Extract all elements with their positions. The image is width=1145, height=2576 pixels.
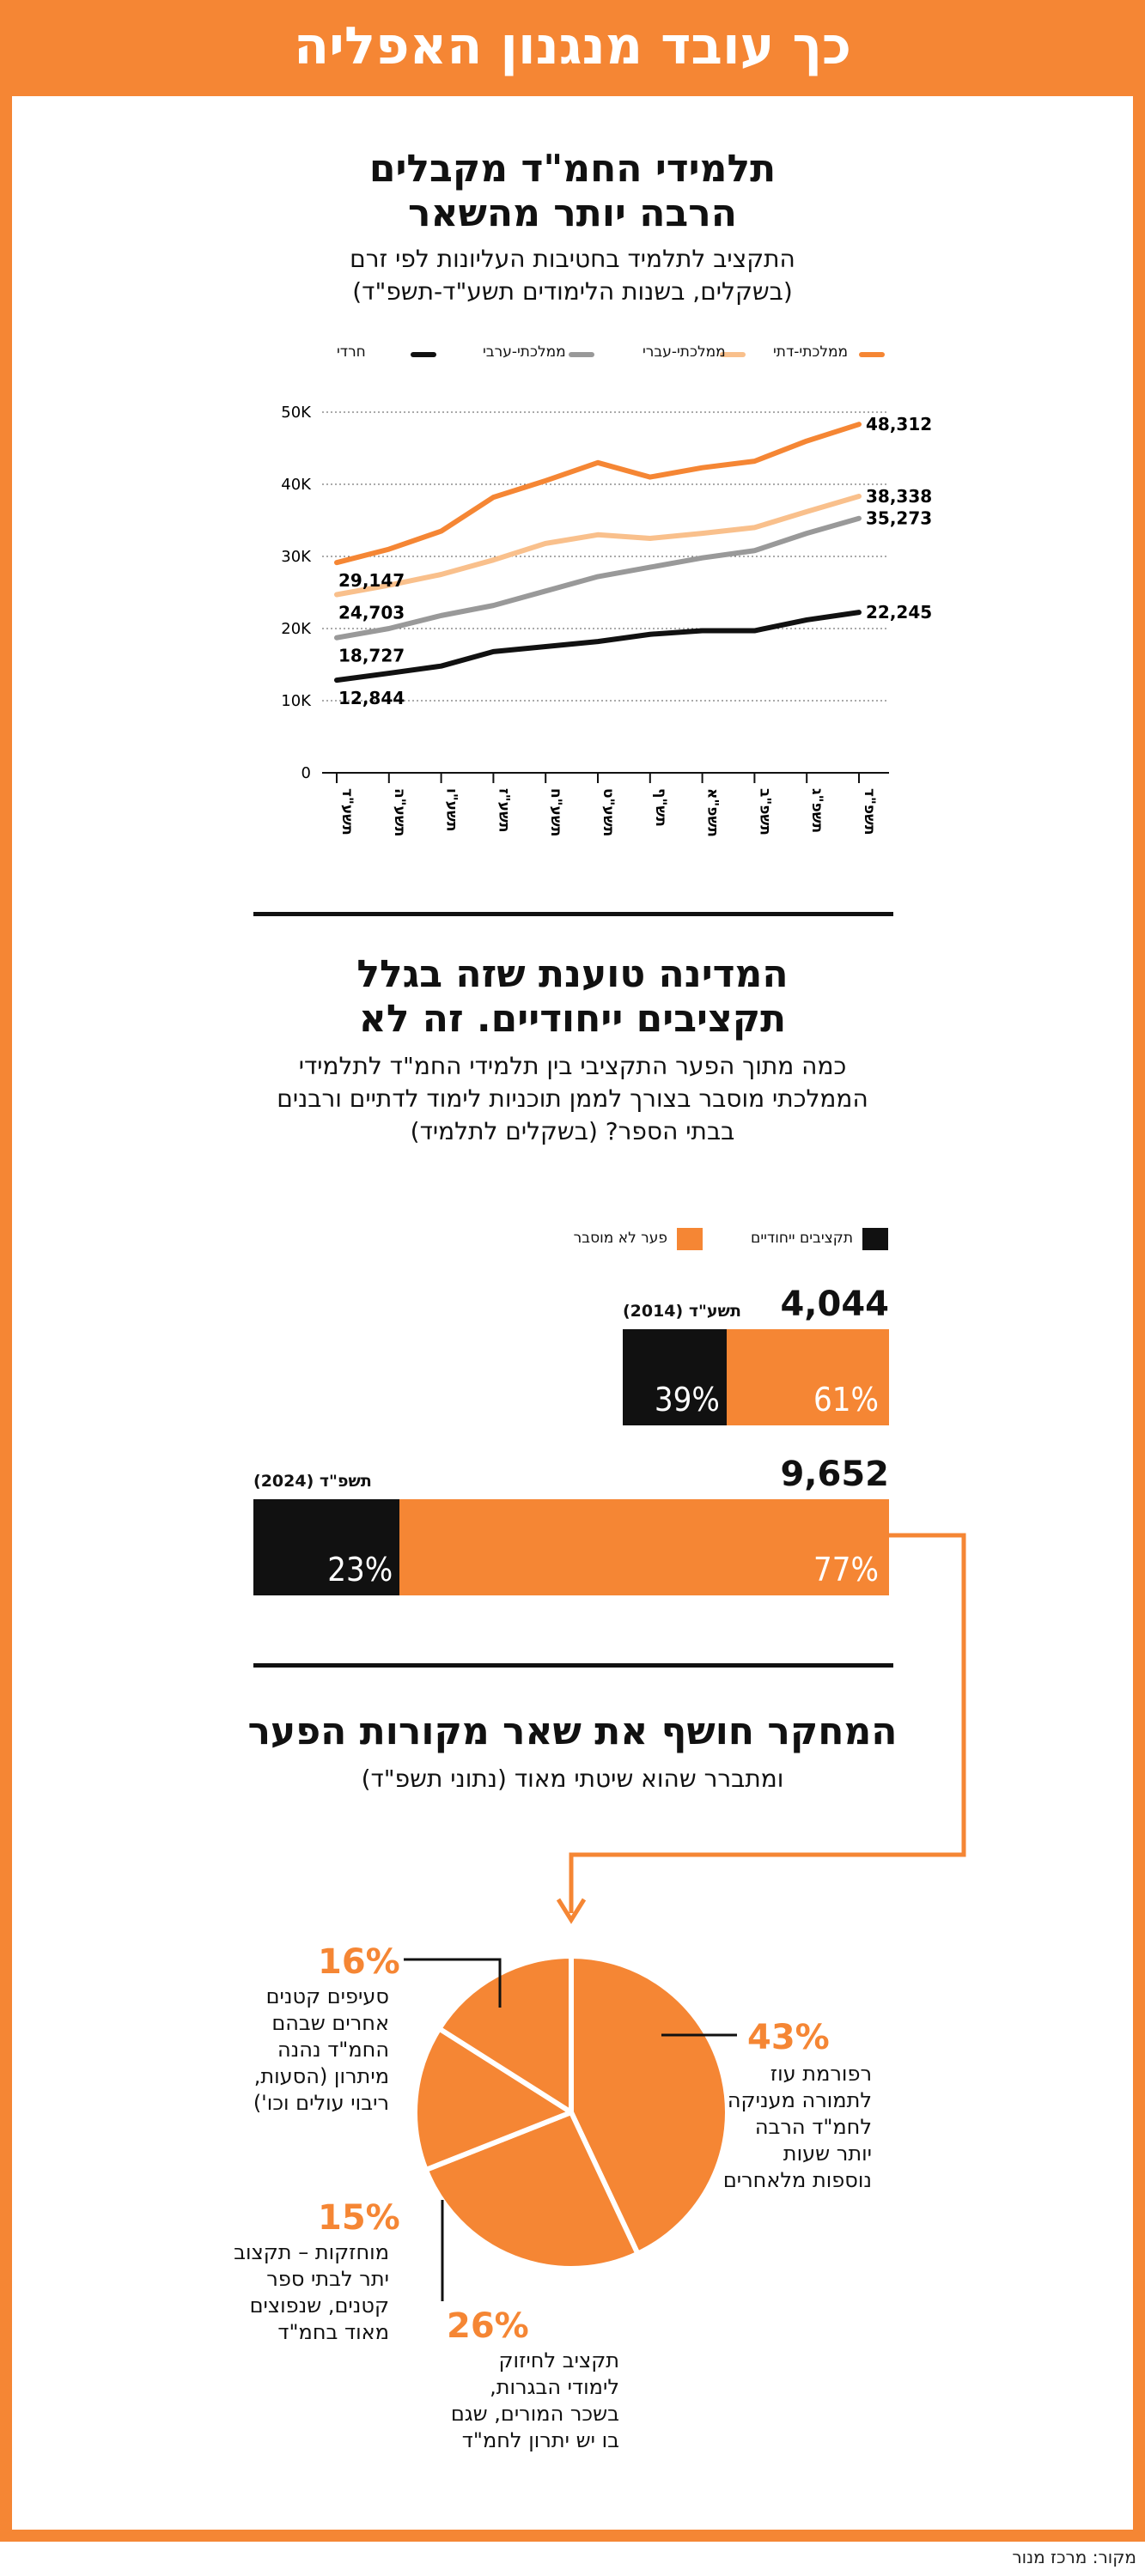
y-tick-label: 50K [281, 404, 312, 422]
bar-segment-special: 23% [253, 1499, 400, 1595]
bar-year-label: תשע"ד (2014) [622, 1302, 741, 1321]
series-end-label: 38,338 [866, 486, 932, 507]
pie-title: המחקר חושף את שאר מקורות הפער [247, 1710, 898, 1753]
bar-total-label: 4,044 [780, 1285, 889, 1324]
line-chart-title-1: תלמידי החמ"ד מקבלים [368, 147, 777, 191]
series-line [334, 610, 862, 683]
line-chart-subtitle-2: (בשקלים, בשנות הלימודים תשע"ד-תשפ"ד) [352, 277, 793, 306]
x-tick-label: תשפ"ג [808, 788, 825, 833]
legend-swatch-special [862, 1228, 888, 1250]
bar-segment-unexplained: 61% [726, 1329, 889, 1425]
slice-text-43: רפורמת עוז לתמורה מעניקה לחמ"ד הרבה יותר… [722, 2062, 872, 2192]
legend-swatch [411, 352, 436, 357]
series-end-label: 22,245 [866, 602, 932, 623]
legend-label: חרדי [337, 343, 366, 361]
frame-left-border [0, 96, 12, 2542]
x-tick-label: תשפ"ב [756, 788, 773, 835]
pie-subtitle: ומתברר שהוא שיטתי מאוד (נתוני תשפ"ד) [361, 1765, 784, 1793]
x-tick-label: תשפ"ד [861, 788, 878, 835]
bar-segment-special: 39% [622, 1329, 727, 1425]
y-tick-label: 10K [281, 692, 312, 710]
x-tick-label: תשע"ד [338, 788, 356, 835]
header-banner [0, 0, 1145, 96]
legend-swatch [859, 352, 885, 357]
line-chart-title-2: הרבה יותר מהשאר [408, 191, 737, 235]
bar-segment-unexplained-label: 61% [813, 1381, 879, 1419]
line-chart: 0 10K 20K 30K 40K 50K תשע"ד תשע"ה תשע"ו תשע"ז תשע"… [281, 404, 932, 837]
bar-chart-subtitle-3: בבתי הספר? (בשקלים לתלמיד) [410, 1117, 735, 1145]
legend-label-special: תקציבים ייחודיים [751, 1230, 853, 1247]
slice-text-16: סעיפים קטנים אחרים שבהם החמ"ד נהנה מיתרו… [253, 1984, 389, 2115]
bar-segment-special-label: 23% [327, 1551, 393, 1589]
pie-slice [569, 1953, 730, 2257]
x-tick-label: תשע"ז [495, 788, 512, 833]
legend-label: ממלכתי-דתי [773, 343, 849, 361]
x-tick-label: תשע"ה [391, 788, 408, 836]
pie-slice [412, 2026, 574, 2172]
series-line [334, 515, 862, 641]
stacked-bar: 23% 77% [253, 1499, 889, 1595]
bar-segment-unexplained-label: 77% [813, 1551, 879, 1589]
bar-chart-title-2: תקציבים ייחודיים. זה לא [358, 997, 787, 1041]
legend-label-unexplained: פער לא מוסבר [573, 1230, 667, 1247]
leader-line-16 [404, 1958, 502, 2008]
x-tick-label: תשע"ח [547, 788, 564, 836]
legend-swatch [569, 352, 594, 357]
bar-chart-subtitle-1: כמה מתוך הפער התקציבי בין תלמידי החמ"ד ל… [298, 1052, 847, 1080]
series-line [334, 422, 862, 566]
x-tick-label: תשע"ט [600, 788, 617, 836]
slice-text-26: תקציב לחיזוק לימודי הבגרות, בשכר המורים,… [450, 2348, 619, 2452]
slice-label-15: 15% [318, 2198, 400, 2238]
slice-label-16: 16% [318, 1942, 400, 1982]
stacked-bar: 39% 61% [622, 1329, 889, 1425]
bar-total-label: 9,652 [780, 1455, 889, 1494]
bar-segment-special-label: 39% [654, 1381, 720, 1419]
y-tick-label: 30K [281, 548, 312, 566]
pie-slice [436, 1953, 574, 2115]
x-tick-label: תשפ"א [704, 788, 722, 837]
series-start-label: 18,727 [338, 646, 405, 666]
series-end-label: 48,312 [866, 414, 932, 434]
legend-swatch-unexplained [677, 1228, 703, 1250]
source-note: מקור: מרכז מנור [1012, 2547, 1136, 2567]
legend-label: ממלכתי-ערבי [483, 343, 566, 361]
y-tick-label: 40K [281, 476, 312, 494]
series-start-label: 29,147 [338, 570, 405, 591]
section-divider-2 [253, 1663, 893, 1668]
bar-year-label: תשפ"ד (2024) [253, 1472, 372, 1491]
section-divider-1 [253, 912, 893, 916]
series-line [334, 493, 862, 598]
y-tick-label: 20K [281, 620, 312, 638]
legend-label: ממלכתי-עברי [643, 343, 726, 361]
slice-label-43: 43% [747, 2018, 830, 2057]
line-chart-subtitle-1: התקציב לתלמיד בחטיבות העליונות לפי זרם [350, 245, 795, 273]
bar-chart-title-1: המדינה טוענת שזה בגלל [356, 952, 789, 996]
x-tick-label: תש"ף [652, 788, 669, 827]
slice-label-26: 26% [447, 2306, 529, 2346]
y-tick-label: 0 [301, 764, 311, 782]
x-tick-label: תשע"ו [443, 788, 460, 832]
series-end-label: 35,273 [866, 508, 932, 529]
slice-text-15: מוחזקות – תקצוב יתר לבתי ספר קטנים, שנפו… [234, 2240, 389, 2344]
legend-swatch [720, 352, 746, 357]
header-title: כך עובד מנגנון האפליה [293, 16, 852, 76]
frame-bottom-border [0, 2530, 1145, 2542]
frame-right-border [1133, 96, 1145, 2542]
bar-segment-unexplained: 77% [399, 1499, 889, 1595]
series-start-label: 24,703 [338, 602, 405, 623]
series-start-label: 12,844 [338, 688, 405, 708]
bar-chart-subtitle-2: הממלכתי מוסבר בצורך לממן תוכניות לימוד ל… [277, 1084, 868, 1113]
